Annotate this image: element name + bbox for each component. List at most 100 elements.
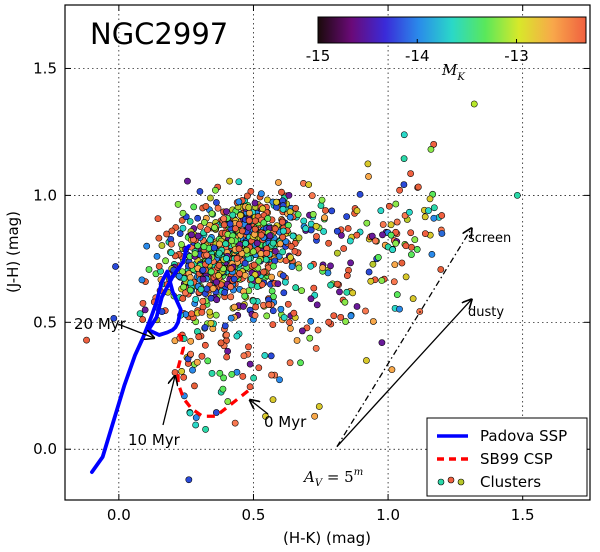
cluster-point	[349, 289, 357, 297]
cluster-point	[421, 230, 429, 237]
chart-title: NGC2997	[90, 17, 228, 51]
cluster-point	[312, 222, 320, 230]
cluster-point	[353, 303, 361, 310]
cluster-point	[209, 285, 217, 292]
cluster-point	[379, 221, 387, 228]
legend-label-clusters: Clusters	[480, 473, 541, 491]
cluster-point	[251, 312, 259, 319]
cluster-point	[279, 233, 287, 241]
cluster-point	[139, 299, 147, 307]
x-axis-label: (H-K) (mag)	[283, 529, 371, 547]
cluster-point	[343, 272, 351, 279]
cluster-point	[154, 215, 162, 222]
cluster-point	[199, 297, 207, 305]
cluster-point	[255, 257, 263, 265]
legend-box	[426, 417, 588, 497]
cluster-point	[280, 289, 288, 297]
cluster-point	[155, 234, 163, 242]
cluster-point	[203, 251, 211, 259]
cluster-point	[259, 205, 267, 213]
cluster-point	[252, 217, 259, 225]
cluster-point	[307, 226, 315, 234]
cluster-point	[268, 371, 275, 379]
cluster-point	[235, 198, 243, 206]
cluster-point	[228, 237, 236, 245]
cluster-point	[252, 303, 260, 311]
cluster-point	[186, 409, 194, 417]
cluster-point	[396, 305, 403, 313]
cluster-point	[344, 225, 352, 232]
annotation-10-myr: 10 Myr	[128, 431, 181, 449]
cluster-point	[363, 219, 371, 227]
sb99-csp-track	[176, 331, 250, 418]
cluster-point	[199, 275, 207, 283]
cluster-point	[333, 227, 341, 235]
cluster-point	[312, 344, 320, 352]
cluster-point	[265, 301, 273, 309]
cluster-point	[303, 324, 311, 332]
cluster-point	[227, 293, 235, 301]
cluster-point	[138, 276, 146, 284]
cluster-point	[279, 205, 287, 213]
cluster-point	[276, 376, 283, 384]
cluster-point	[143, 242, 151, 250]
cluster-point	[207, 319, 215, 327]
colorbar-tick-label: -15	[306, 47, 331, 65]
cluster-point	[333, 280, 341, 288]
cluster-point	[342, 318, 349, 325]
cluster-point	[330, 312, 338, 320]
cluster-point	[287, 325, 294, 332]
cluster-point	[188, 310, 196, 318]
cluster-point	[238, 227, 246, 235]
cluster-point	[226, 177, 233, 185]
cluster-point	[228, 371, 236, 378]
cluster-point	[292, 204, 300, 212]
cluster-point	[226, 220, 234, 228]
cluster-point	[192, 295, 200, 303]
cluster-point	[141, 306, 149, 314]
cluster-point	[470, 100, 478, 108]
cluster-point	[224, 347, 231, 355]
cluster-point	[247, 275, 255, 283]
cluster-point	[203, 285, 211, 293]
cluster-point	[284, 300, 292, 308]
cluster-point	[400, 181, 408, 188]
cluster-point	[402, 242, 410, 250]
cluster-point	[281, 278, 289, 286]
cluster-point	[230, 275, 238, 283]
cluster-point	[207, 294, 215, 302]
cluster-point	[224, 398, 232, 405]
cluster-point	[369, 318, 377, 325]
cluster-point	[402, 273, 410, 281]
cluster-point	[347, 259, 354, 267]
cluster-point	[202, 202, 210, 210]
cluster-point	[302, 225, 310, 232]
cluster-point	[229, 211, 237, 219]
cluster-point	[110, 315, 118, 322]
cluster-point	[318, 196, 326, 204]
cluster-point	[268, 273, 275, 281]
cluster-point	[179, 224, 187, 232]
cluster-point	[369, 260, 377, 268]
y-axis-label: (J-H) (mag)	[4, 211, 22, 293]
cluster-point	[290, 309, 298, 317]
cluster-point	[168, 240, 175, 248]
cluster-point	[356, 191, 364, 198]
cluster-point	[285, 191, 293, 199]
colorbar-tick-label: -13	[504, 47, 529, 65]
cluster-point	[293, 337, 301, 344]
cluster-point	[188, 261, 195, 269]
legend-label-sb99: SB99 CSP	[480, 450, 553, 468]
cluster-point	[241, 259, 249, 267]
cluster-point	[180, 283, 187, 291]
cluster-point	[201, 341, 209, 349]
colorbar: MK -15 -14 -13	[306, 16, 587, 83]
cluster-point	[288, 263, 296, 270]
colorbar-label: MK	[441, 61, 465, 83]
cluster-point	[253, 239, 261, 247]
cluster-point	[291, 248, 299, 255]
cluster-point	[325, 318, 333, 326]
cluster-point	[307, 262, 315, 270]
cluster-point	[285, 221, 292, 229]
x-tick-label: 0.5	[242, 506, 266, 524]
